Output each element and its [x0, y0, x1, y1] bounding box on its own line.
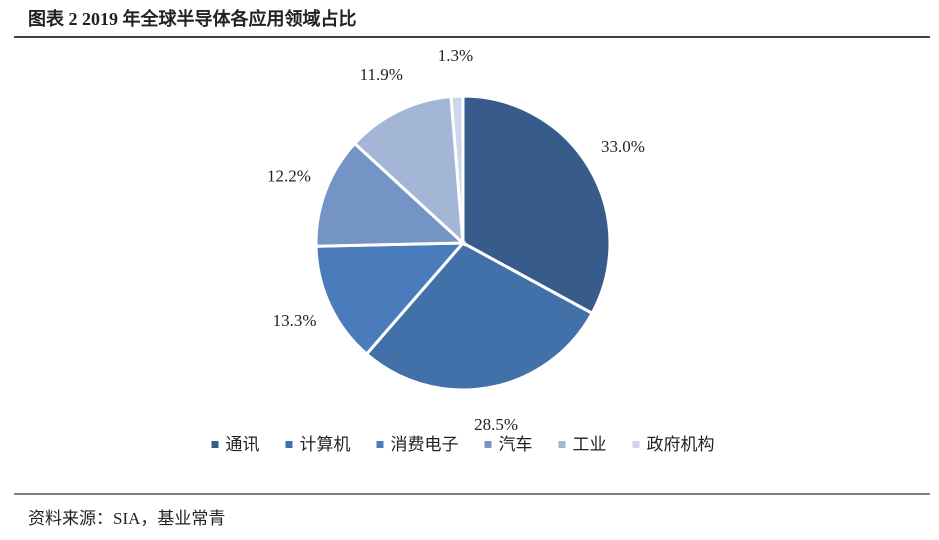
data-label: 1.3%	[438, 46, 473, 65]
pie-slice	[449, 94, 465, 244]
legend-swatch	[558, 441, 566, 448]
legend-swatch	[211, 441, 219, 448]
chart-title: 图表 2 2019 年全球半导体各应用领域占比	[28, 8, 357, 29]
data-label: 11.9%	[360, 65, 403, 84]
data-label: 33.0%	[601, 137, 645, 156]
pie-slice	[461, 94, 612, 316]
pie-slice	[314, 141, 467, 248]
pie-slice	[314, 241, 467, 357]
data-label: 13.3%	[273, 311, 317, 330]
legend-label: 政府机构	[647, 435, 715, 454]
legend-label: 工业	[573, 435, 607, 454]
legend-swatch	[484, 441, 492, 448]
data-label: 28.5%	[474, 415, 518, 434]
legend-swatch	[632, 441, 640, 448]
data-label: 12.2%	[267, 166, 311, 185]
legend-label: 计算机	[300, 435, 351, 454]
legend-label: 汽车	[499, 435, 533, 454]
legend-label: 通讯	[226, 435, 260, 454]
legend-label: 消费电子	[391, 435, 459, 454]
source: 资料来源：SIA，基业常青	[28, 509, 225, 528]
pie-slice	[364, 241, 595, 392]
legend-swatch	[376, 441, 384, 448]
legend-swatch	[285, 441, 293, 448]
pie-slice	[352, 94, 465, 247]
